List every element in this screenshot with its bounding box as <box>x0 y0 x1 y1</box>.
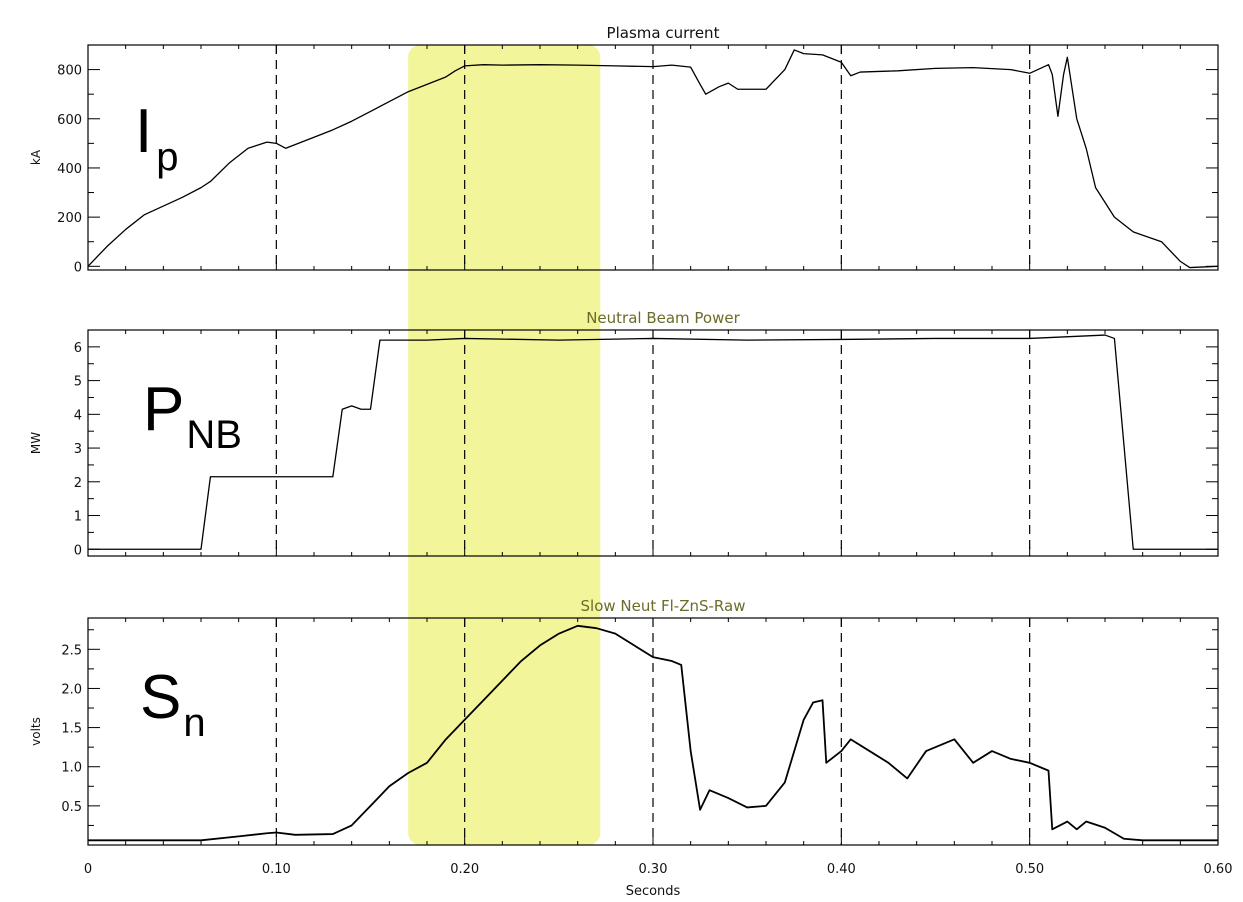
x-tick-label: 0.60 <box>1204 862 1233 877</box>
series-line <box>88 334 1218 550</box>
x-tick-label: 0.30 <box>639 862 668 877</box>
y-axis-label: volts <box>29 717 43 746</box>
x-tick-label: 0.50 <box>1015 862 1044 877</box>
y-tick-label: 6 <box>74 341 82 356</box>
panel-title: Slow Neut Fl-ZnS-Raw <box>581 597 746 615</box>
y-tick-label: 400 <box>57 162 82 177</box>
series-line <box>87 49 1219 269</box>
y-tick-label: 5 <box>74 375 82 390</box>
y-tick-label: 2.0 <box>61 682 82 697</box>
y-tick-label: 600 <box>57 113 82 128</box>
y-tick-label: 2.5 <box>61 643 82 658</box>
y-tick-label: 3 <box>74 442 82 457</box>
x-axis-label: Seconds <box>626 884 681 899</box>
panel-title: Plasma current <box>607 24 720 42</box>
y-tick-label: 800 <box>57 64 82 79</box>
x-tick-label: 0.40 <box>827 862 856 877</box>
y-tick-label: 1.5 <box>61 722 82 737</box>
big-signal-label: PNB <box>143 375 242 457</box>
y-tick-label: 0.5 <box>61 800 82 815</box>
y-tick-label: 200 <box>57 211 82 226</box>
highlight-band <box>408 45 601 845</box>
y-tick-label: 1.0 <box>61 761 82 776</box>
x-tick-label: 0.20 <box>450 862 479 877</box>
panel-2: Neutral Beam Power 0 1 2 3 4 5 6 MW PNB <box>29 309 1219 558</box>
y-axis-label: kA <box>29 149 43 165</box>
x-tick-label: 0 <box>84 862 92 877</box>
panel-title: Neutral Beam Power <box>586 309 740 327</box>
panel-3: Slow Neut Fl-ZnS-Raw 0.5 1.0 1.5 2.0 2.5 volts… <box>29 597 1219 846</box>
y-tick-label: 0 <box>74 260 82 275</box>
y-tick-label: 4 <box>74 408 82 423</box>
x-tick-label: 0.10 <box>262 862 291 877</box>
series-line <box>88 624 1218 842</box>
y-axis-label: MW <box>29 432 43 454</box>
big-signal-label: Sn <box>140 663 206 745</box>
highlight-band-layer <box>408 45 601 845</box>
y-tick-label: 1 <box>74 510 82 525</box>
y-tick-label: 2 <box>74 476 82 491</box>
y-tick-label: 0 <box>74 543 82 558</box>
